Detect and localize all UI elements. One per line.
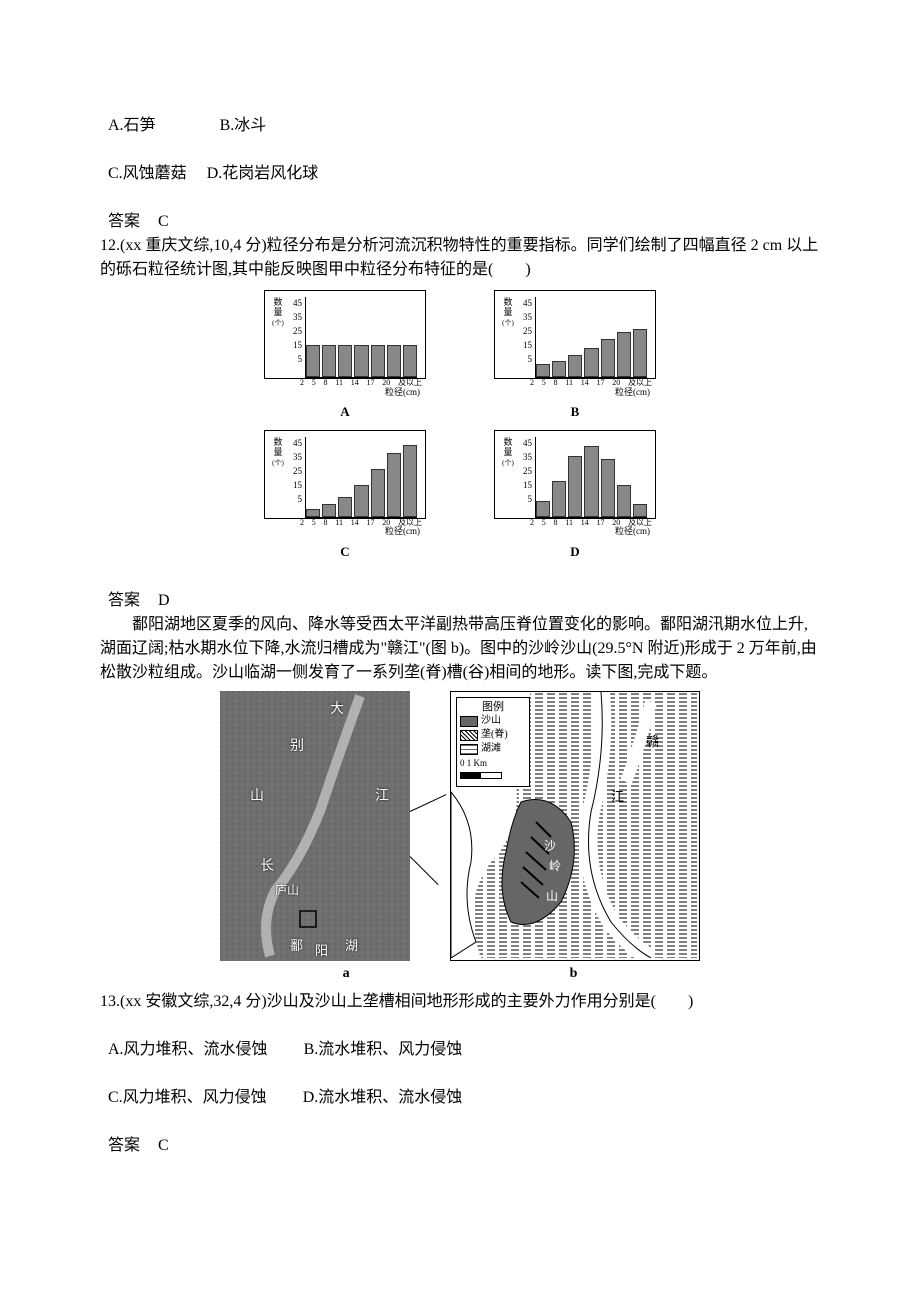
chart-B-letter: B bbox=[571, 402, 580, 422]
q12-answer-value: D bbox=[158, 592, 170, 609]
legend-swatch-beach bbox=[460, 744, 478, 755]
q11-options-line1: A.石笋 B.冰斗 bbox=[100, 90, 820, 138]
map-row: 大 别 山 长 江 庐山 鄱 阳 湖 bbox=[100, 691, 820, 961]
legend-item2: 垄(脊) bbox=[481, 728, 508, 742]
chart-B-wrap: 数量(个) 453525155 25811141720及以上 粒径(cm) B bbox=[490, 286, 660, 422]
q11-optC: C.风蚀蘑菇 bbox=[108, 165, 187, 182]
q11-optA: A.石笋 bbox=[108, 117, 156, 134]
q13-stem: 13.(xx 安徽文综,32,4 分)沙山及沙山上垄槽相间地形形成的主要外力作用… bbox=[100, 990, 820, 1014]
chart-C-bars bbox=[305, 437, 417, 518]
map-a-dabie1: 大 bbox=[330, 699, 344, 720]
q11-optB: B.冰斗 bbox=[220, 117, 267, 134]
map-a-lushan: 庐山 bbox=[275, 881, 299, 899]
chart-A-wrap: 数量(个) 45 35 25 15 5 25811141720及以上 粒径(cm… bbox=[260, 286, 430, 422]
map-b-gan: 赣 bbox=[646, 732, 659, 752]
charts-row-1: 数量(个) 45 35 25 15 5 25811141720及以上 粒径(cm… bbox=[100, 286, 820, 422]
chart-D-letter: D bbox=[570, 542, 579, 562]
legend-item1: 沙山 bbox=[481, 714, 501, 728]
map-sub-b: b bbox=[570, 963, 578, 984]
answer-label: 答案 bbox=[108, 1137, 140, 1154]
map-a-jiang: 江 bbox=[375, 786, 389, 807]
map-sub-labels: a b bbox=[100, 963, 820, 984]
map-connector bbox=[410, 691, 450, 961]
chart-B-bars bbox=[535, 297, 647, 378]
map-a-hu: 湖 bbox=[345, 936, 358, 956]
map-b-jiang: 江 bbox=[611, 787, 624, 807]
chart-A-bars bbox=[305, 297, 417, 378]
q12-answer: 答案 D bbox=[100, 565, 820, 613]
q13-optA: A.风力堆积、流水侵蚀 bbox=[108, 1041, 268, 1058]
q11-answer-value: C bbox=[158, 213, 169, 230]
legend-swatch-ridge bbox=[460, 730, 478, 741]
map-a: 大 别 山 长 江 庐山 鄱 阳 湖 bbox=[220, 691, 410, 961]
map-legend: 图例 沙山 垄(脊) 湖滩 0 1 Km bbox=[456, 697, 530, 787]
map-a-yang: 阳 bbox=[315, 941, 328, 961]
map-a-chang: 长 bbox=[260, 856, 274, 877]
map-a-terrain bbox=[220, 691, 410, 961]
chart-C-letter: C bbox=[340, 542, 349, 562]
chart-A-letter: A bbox=[340, 402, 349, 422]
legend-title: 图例 bbox=[460, 700, 526, 714]
q13-optB: B.流水堆积、风力侵蚀 bbox=[304, 1041, 463, 1058]
q13-optC: C.风力堆积、风力侵蚀 bbox=[108, 1089, 267, 1106]
chart-yticks: 45 35 25 15 5 bbox=[286, 299, 302, 364]
map-b-ling: 岭 bbox=[549, 857, 561, 875]
charts-row-2: 数量(个) 453525155 25811141720及以上 粒径(cm) C … bbox=[100, 426, 820, 562]
legend-swatch-sand bbox=[460, 716, 478, 727]
q11-optD: D.花岗岩风化球 bbox=[207, 165, 319, 182]
chart-C-wrap: 数量(个) 453525155 25811141720及以上 粒径(cm) C bbox=[260, 426, 430, 562]
chart-frame: 数量(个) 45 35 25 15 5 bbox=[264, 290, 426, 379]
q11-answer: 答案 C bbox=[100, 186, 820, 234]
chart-D-wrap: 数量(个) 453525155 25811141720及以上 粒径(cm) D bbox=[490, 426, 660, 562]
passage-p1: 鄱阳湖地区夏季的风向、降水等受西太平洋副热带高压脊位置变化的影响。鄱阳湖汛期水位… bbox=[100, 613, 820, 685]
map-b-sha: 沙 bbox=[544, 837, 556, 855]
map-a-dabie3: 山 bbox=[250, 786, 264, 807]
q12-stem: 12.(xx 重庆文综,10,4 分)粒径分布是分析河流沉积物特性的重要指标。同… bbox=[100, 234, 820, 282]
legend-scalebar bbox=[460, 772, 502, 779]
legend-scale-text: 0 1 Km bbox=[460, 756, 526, 770]
chart-D: 数量(个) 453525155 25811141720及以上 粒径(cm) bbox=[490, 426, 660, 541]
chart-xlabel: 粒径(cm) bbox=[385, 386, 420, 400]
q13-optD: D.流水堆积、流水侵蚀 bbox=[303, 1089, 463, 1106]
q11-options-line2: C.风蚀蘑菇 D.花岗岩风化球 bbox=[100, 138, 820, 186]
chart-A: 数量(个) 45 35 25 15 5 25811141720及以上 粒径(cm… bbox=[260, 286, 430, 401]
legend-item3: 湖滩 bbox=[481, 742, 501, 756]
map-sub-a: a bbox=[343, 963, 350, 984]
q13-options-line1: A.风力堆积、流水侵蚀 B.流水堆积、风力侵蚀 bbox=[100, 1014, 820, 1062]
chart-B: 数量(个) 453525155 25811141720及以上 粒径(cm) bbox=[490, 286, 660, 401]
chart-D-bars bbox=[535, 437, 647, 518]
chart-ylabel: 数量(个) bbox=[271, 297, 285, 328]
map-b-shan: 山 bbox=[546, 887, 558, 905]
map-a-po: 鄱 bbox=[290, 936, 303, 956]
map-b: 图例 沙山 垄(脊) 湖滩 0 1 Km 赣 江 沙 岭 山 bbox=[450, 691, 700, 961]
q13-answer-value: C bbox=[158, 1137, 169, 1154]
q13-options-line2: C.风力堆积、风力侵蚀 D.流水堆积、流水侵蚀 bbox=[100, 1062, 820, 1110]
chart-C: 数量(个) 453525155 25811141720及以上 粒径(cm) bbox=[260, 426, 430, 541]
answer-label: 答案 bbox=[108, 592, 140, 609]
q13-answer: 答案 C bbox=[100, 1110, 820, 1158]
map-a-dabie2: 别 bbox=[290, 736, 304, 757]
answer-label: 答案 bbox=[108, 213, 140, 230]
